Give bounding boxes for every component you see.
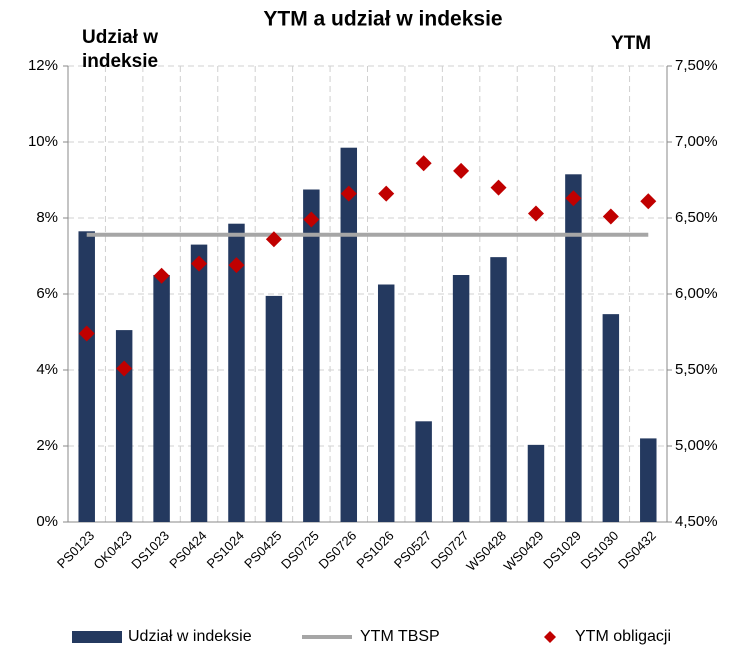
bar bbox=[415, 421, 432, 522]
y-tick-label: 12% bbox=[28, 57, 58, 74]
bar bbox=[527, 444, 545, 522]
x-tick-label: PS1024 bbox=[204, 528, 247, 571]
y2-tick-label: 7,00% bbox=[675, 133, 718, 150]
x-tick-label: DS0725 bbox=[278, 528, 322, 572]
marker bbox=[340, 185, 357, 202]
y-tick-label: 0% bbox=[36, 513, 58, 530]
bar bbox=[303, 189, 320, 522]
y2-tick-label: 5,00% bbox=[675, 437, 718, 454]
bar bbox=[490, 257, 507, 522]
y-tick-label: 8% bbox=[36, 209, 58, 226]
bar bbox=[153, 275, 170, 522]
bar bbox=[265, 295, 283, 522]
marker bbox=[116, 360, 133, 377]
x-tick-label: WS0429 bbox=[501, 528, 547, 574]
y2-tick-label: 6,00% bbox=[675, 285, 718, 302]
marker bbox=[303, 211, 320, 228]
y2-tick-label: 7,50% bbox=[675, 57, 718, 74]
y2-tick-label: 4,50% bbox=[675, 513, 718, 530]
legend-label: Udział w indeksie bbox=[128, 628, 252, 645]
marker bbox=[378, 185, 395, 202]
bar bbox=[190, 244, 208, 522]
x-tick-label: DS0432 bbox=[615, 528, 659, 572]
marker bbox=[640, 193, 657, 210]
marker bbox=[490, 179, 507, 196]
legend-swatch bbox=[544, 631, 556, 643]
x-tick-label: PS1026 bbox=[353, 528, 396, 571]
marker bbox=[602, 208, 619, 225]
x-tick-label: PS0123 bbox=[54, 528, 97, 571]
bar bbox=[452, 275, 470, 522]
bar bbox=[78, 231, 95, 523]
bar bbox=[602, 314, 620, 522]
x-tick-label: DS1029 bbox=[540, 528, 584, 572]
legend-label: YTM TBSP bbox=[360, 628, 440, 645]
legend-swatch bbox=[72, 631, 122, 643]
x-tick-label: PS0425 bbox=[241, 528, 284, 571]
marker bbox=[453, 162, 470, 179]
bar bbox=[640, 438, 657, 522]
legend-label: YTM obligacji bbox=[575, 628, 671, 645]
y-tick-label: 6% bbox=[36, 285, 58, 302]
bar bbox=[115, 330, 133, 522]
x-tick-label: DS0726 bbox=[316, 528, 360, 572]
y2-tick-label: 6,50% bbox=[675, 209, 718, 226]
x-tick-label: DS1030 bbox=[578, 528, 622, 572]
marker bbox=[78, 325, 95, 342]
x-tick-label: PS0527 bbox=[391, 528, 434, 571]
x-tick-label: DS1023 bbox=[128, 528, 172, 572]
y-axis-title: Udział w indeksie bbox=[82, 27, 159, 72]
marker bbox=[191, 255, 208, 272]
bar bbox=[565, 174, 582, 523]
y2-axis-title: YTM bbox=[611, 33, 652, 54]
y-tick-label: 2% bbox=[36, 437, 58, 454]
marker bbox=[527, 205, 544, 222]
x-tick-label: OK0423 bbox=[90, 528, 134, 572]
chart-title: YTM a udział w indeksie bbox=[263, 8, 502, 31]
y-tick-label: 4% bbox=[36, 361, 58, 378]
bar bbox=[340, 147, 358, 522]
x-tick-label: WS0428 bbox=[463, 528, 509, 574]
x-tick-label: PS0424 bbox=[166, 528, 209, 571]
bar bbox=[228, 223, 245, 522]
marker bbox=[265, 231, 282, 248]
y2-tick-label: 5,50% bbox=[675, 361, 718, 378]
y-tick-label: 10% bbox=[28, 133, 58, 150]
bar bbox=[377, 284, 395, 522]
marker bbox=[565, 190, 582, 207]
marker bbox=[228, 257, 245, 274]
marker bbox=[153, 267, 170, 284]
marker bbox=[415, 155, 432, 172]
